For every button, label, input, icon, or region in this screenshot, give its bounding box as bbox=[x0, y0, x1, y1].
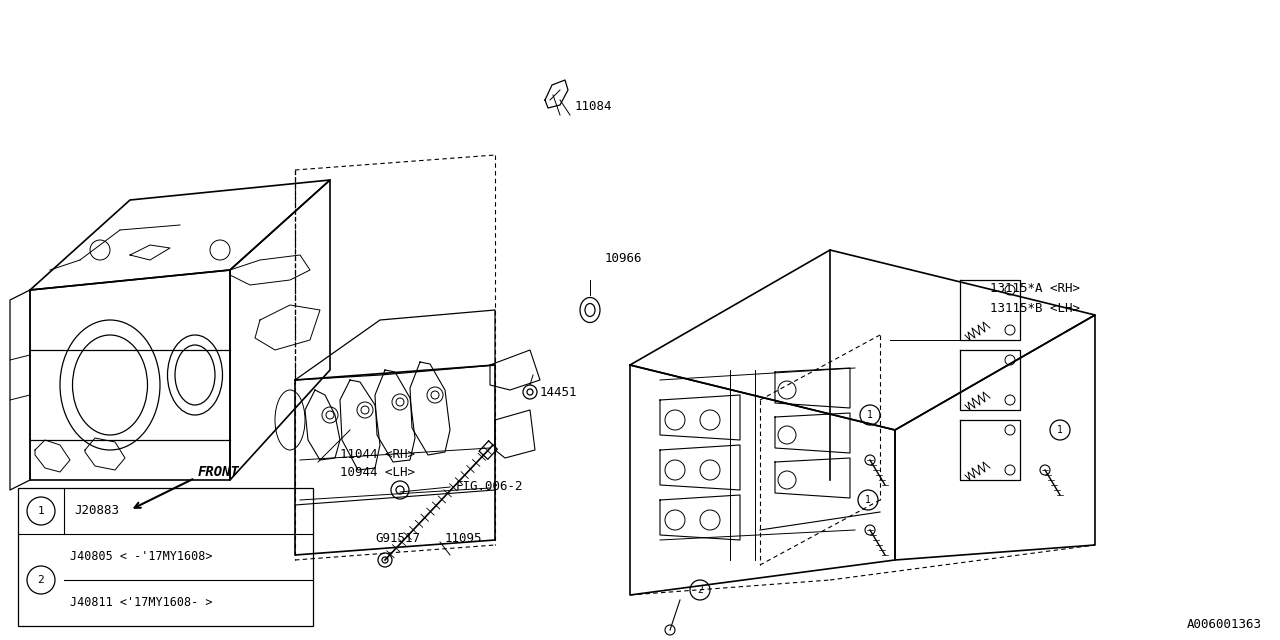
Text: 11084: 11084 bbox=[575, 100, 613, 113]
Text: 2: 2 bbox=[37, 575, 45, 585]
Text: J40811 <'17MY1608- >: J40811 <'17MY1608- > bbox=[70, 596, 212, 609]
Text: J20883: J20883 bbox=[74, 504, 119, 518]
Text: 1: 1 bbox=[867, 410, 873, 420]
Text: 1: 1 bbox=[37, 506, 45, 516]
Text: 11095: 11095 bbox=[445, 531, 483, 545]
Text: G91517: G91517 bbox=[375, 531, 420, 545]
Text: A006001363: A006001363 bbox=[1187, 618, 1262, 632]
Text: 10966: 10966 bbox=[605, 252, 643, 264]
Bar bbox=[18, 488, 314, 626]
Text: FRONT: FRONT bbox=[198, 465, 239, 479]
Text: FIG.006-2: FIG.006-2 bbox=[456, 481, 524, 493]
Text: 13115*B <LH>: 13115*B <LH> bbox=[989, 301, 1080, 314]
Text: 1: 1 bbox=[865, 495, 870, 505]
Text: 1: 1 bbox=[1057, 425, 1062, 435]
Text: 13115*A <RH>: 13115*A <RH> bbox=[989, 282, 1080, 294]
Text: 14451: 14451 bbox=[540, 385, 577, 399]
Text: 10944 <LH>: 10944 <LH> bbox=[340, 467, 415, 479]
Text: 2: 2 bbox=[698, 585, 703, 595]
Text: 11044 <RH>: 11044 <RH> bbox=[340, 449, 415, 461]
Text: J40805 < -'17MY1608>: J40805 < -'17MY1608> bbox=[70, 550, 212, 563]
